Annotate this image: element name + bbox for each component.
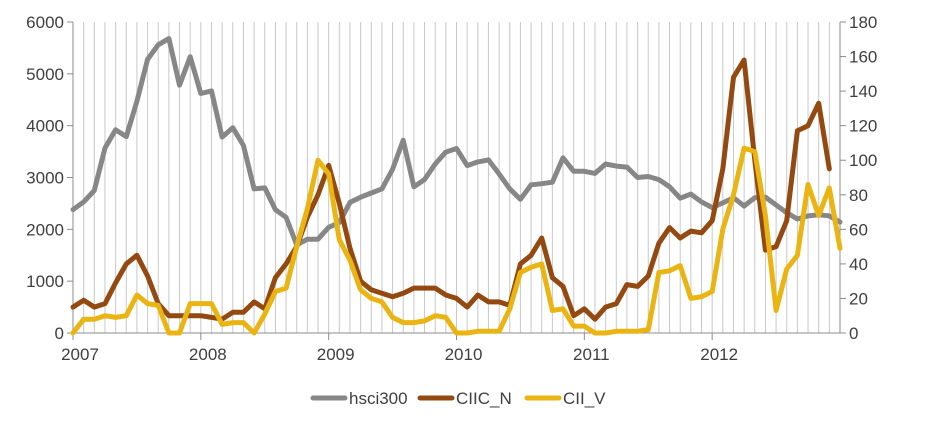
series-line-hsci300 <box>70 36 843 248</box>
x-tick-label: 2011 <box>573 345 610 364</box>
left-tick-label: 4000 <box>26 117 64 136</box>
x-tick-label: 2008 <box>189 345 227 364</box>
x-tick-label: 2009 <box>317 345 355 364</box>
x-tick-label: 2012 <box>700 345 738 364</box>
left-tick-label: 6000 <box>26 13 64 32</box>
x-tick-label: 2007 <box>61 345 99 364</box>
right-tick-label: 80 <box>849 186 868 205</box>
left-tick-label: 5000 <box>26 65 64 84</box>
right-tick-label: 180 <box>849 13 877 32</box>
legend-label: hsci300 <box>349 389 408 408</box>
left-axis-tick-labels: 0 1000 2000 3000 4000 5000 6000 <box>26 13 73 343</box>
left-tick-label: 3000 <box>26 169 64 188</box>
legend-label: CIIC_N <box>456 389 512 408</box>
right-tick-label: 40 <box>849 255 868 274</box>
right-tick-label: 0 <box>849 324 858 343</box>
left-tick-label: 0 <box>55 324 64 343</box>
right-tick-label: 120 <box>849 117 877 136</box>
right-tick-label: 60 <box>849 220 868 239</box>
left-tick-label: 1000 <box>26 272 64 291</box>
vertical-gridlines <box>83 22 841 333</box>
right-tick-label: 20 <box>849 289 868 308</box>
right-tick-label: 140 <box>849 82 877 101</box>
x-tick-label: 2010 <box>445 345 483 364</box>
series-line-ciic-n <box>70 57 832 322</box>
series-lines <box>70 36 843 336</box>
legend-label: CII_V <box>563 389 606 408</box>
x-axis-tick-labels: 2007 2008 2009 2010 2011 2012 <box>61 333 738 364</box>
left-tick-label: 2000 <box>26 220 64 239</box>
legend: hsci300 CIIC_N CII_V <box>310 389 606 408</box>
right-tick-label: 160 <box>849 48 877 67</box>
right-axis-tick-labels: 0 20 40 60 80 100 120 140 160 180 <box>840 13 877 343</box>
right-tick-label: 100 <box>849 151 877 170</box>
series-line-cii-v <box>70 145 843 336</box>
